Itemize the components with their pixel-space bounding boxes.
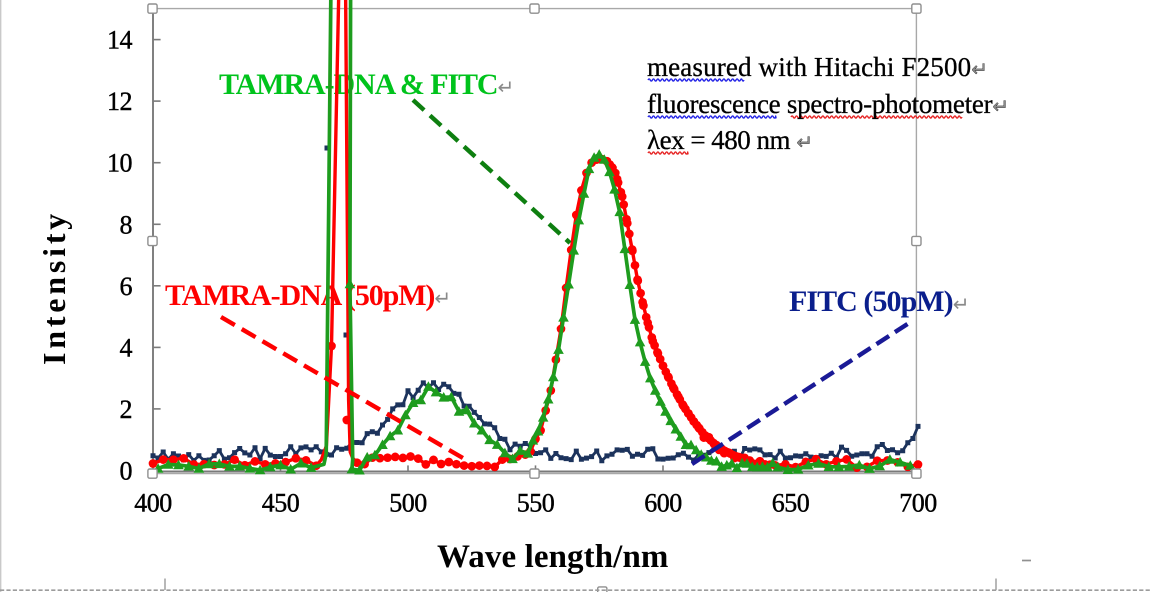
- svg-text:14: 14: [107, 26, 133, 55]
- svg-text:12: 12: [107, 87, 132, 116]
- svg-text:0: 0: [120, 457, 133, 486]
- svg-text:400: 400: [134, 489, 172, 518]
- svg-text:8: 8: [120, 210, 133, 239]
- svg-text:10: 10: [107, 149, 133, 178]
- svg-text:650: 650: [772, 489, 810, 518]
- svg-text:450: 450: [262, 489, 300, 518]
- svg-text:600: 600: [644, 489, 682, 518]
- svg-text:2: 2: [120, 395, 133, 424]
- svg-text:4: 4: [120, 333, 133, 362]
- svg-text:500: 500: [389, 489, 427, 518]
- svg-text:550: 550: [517, 489, 555, 518]
- svg-text:6: 6: [120, 272, 133, 301]
- svg-text:700: 700: [899, 489, 937, 518]
